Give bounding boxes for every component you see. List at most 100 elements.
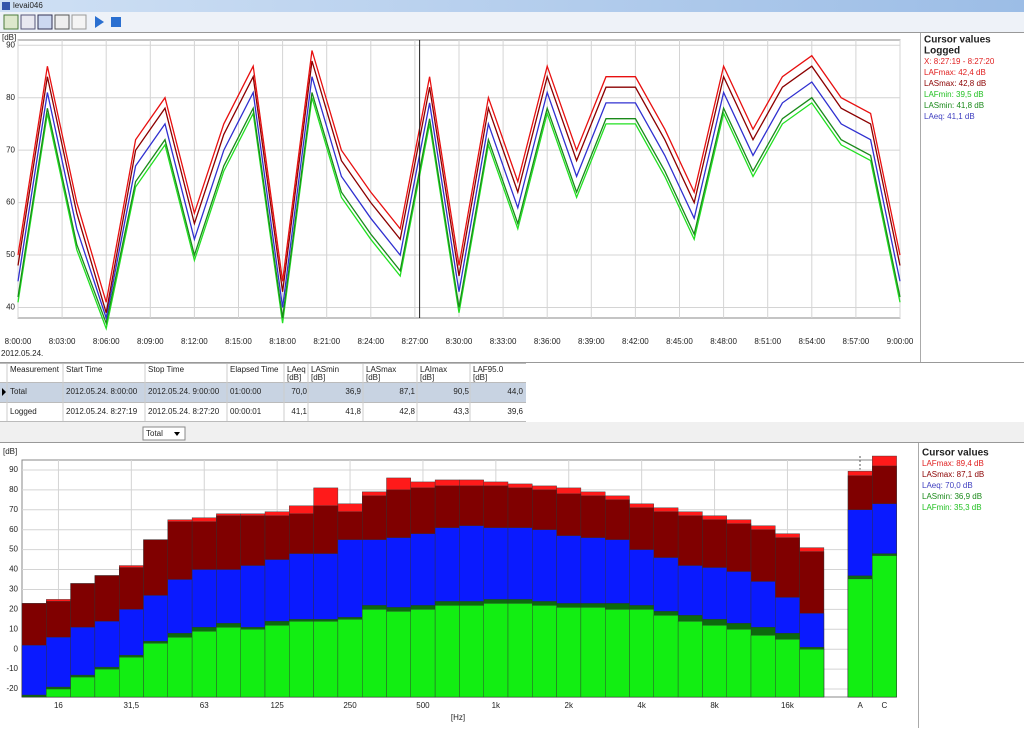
bar bbox=[240, 629, 266, 698]
bar bbox=[143, 643, 168, 698]
cursor-value: LAFmin: 35,3 dB bbox=[922, 503, 982, 512]
tool-button[interactable] bbox=[20, 14, 36, 30]
tool-button[interactable] bbox=[3, 14, 19, 30]
x-tick-label: 8:15:00 bbox=[225, 337, 252, 346]
y-tick-label: -10 bbox=[6, 664, 18, 673]
table-cell: 42,8 bbox=[399, 407, 415, 416]
x-axis-label: [Hz] bbox=[451, 713, 465, 722]
dropdown-arrow[interactable] bbox=[174, 432, 180, 436]
x-tick-label: 16 bbox=[54, 701, 63, 710]
selector-bar bbox=[0, 422, 1024, 442]
y-axis-label: [dB] bbox=[2, 33, 16, 42]
bar bbox=[362, 609, 387, 698]
toolbar bbox=[0, 12, 1024, 32]
cursor-title: Cursor values bbox=[922, 448, 989, 459]
bar bbox=[459, 605, 484, 698]
series-line bbox=[17, 60, 901, 313]
y-tick-label: 50 bbox=[6, 250, 15, 259]
x-tick-label: 500 bbox=[416, 701, 430, 710]
bar bbox=[702, 625, 727, 698]
bar bbox=[434, 605, 460, 698]
column-header: LASmin bbox=[311, 365, 339, 374]
cursor-value: X: 8:27:19 - 8:27:20 bbox=[924, 57, 995, 66]
bar bbox=[94, 668, 120, 698]
y-tick-label: 90 bbox=[6, 40, 15, 49]
bar bbox=[799, 649, 825, 698]
series-line bbox=[17, 97, 901, 331]
cursor-value: LAeq: 41,1 dB bbox=[924, 112, 975, 121]
bar bbox=[21, 645, 47, 698]
cursor-value: LASmax: 42,8 dB bbox=[924, 79, 986, 88]
bar bbox=[507, 603, 533, 698]
table-cell: 70,0 bbox=[291, 387, 307, 396]
y-tick-label: 60 bbox=[9, 525, 18, 534]
dropdown[interactable] bbox=[142, 426, 186, 441]
table-cell: Logged bbox=[10, 407, 37, 416]
bar bbox=[605, 609, 630, 698]
x-tick-label: 8:09:00 bbox=[137, 337, 164, 346]
x-tick-label: A bbox=[857, 701, 863, 710]
column-header: [dB] bbox=[311, 373, 325, 382]
bar bbox=[264, 625, 290, 698]
bar bbox=[653, 615, 679, 698]
play-button[interactable] bbox=[95, 16, 104, 28]
window-title: levai046 bbox=[13, 1, 43, 10]
date-label: 2012.05.24. bbox=[1, 349, 43, 358]
tool-button[interactable] bbox=[37, 14, 53, 30]
x-tick-label: 8:51:00 bbox=[754, 337, 781, 346]
table-cell: 39,6 bbox=[507, 407, 523, 416]
cursor-subtitle: Logged bbox=[924, 46, 960, 57]
x-tick-label: 250 bbox=[343, 701, 357, 710]
column-header: LAeq bbox=[287, 365, 306, 374]
bar bbox=[750, 635, 776, 698]
cursor-value: LASmax: 87,1 dB bbox=[922, 470, 984, 479]
table-cell: Total bbox=[10, 387, 27, 396]
y-tick-label: 90 bbox=[9, 465, 18, 474]
bar bbox=[580, 607, 606, 698]
bar bbox=[629, 609, 654, 698]
bar bbox=[677, 621, 703, 698]
column-header: Measurement bbox=[10, 365, 60, 374]
y-tick-label: 40 bbox=[9, 565, 18, 574]
x-tick-label: 8:33:00 bbox=[490, 337, 517, 346]
dropdown-value[interactable]: Total bbox=[146, 429, 163, 438]
tool-button[interactable] bbox=[71, 14, 87, 30]
selected-row bbox=[0, 382, 526, 402]
stop-button[interactable] bbox=[111, 17, 121, 27]
x-tick-label: 8:57:00 bbox=[843, 337, 870, 346]
bar bbox=[313, 621, 339, 698]
bar bbox=[46, 688, 71, 698]
tool-button[interactable] bbox=[54, 14, 70, 30]
bar bbox=[337, 619, 363, 698]
bar bbox=[386, 611, 411, 698]
x-tick-label: 4k bbox=[637, 701, 646, 710]
x-tick-label: 1k bbox=[492, 701, 501, 710]
x-tick-label: 8:39:00 bbox=[578, 337, 605, 346]
bar bbox=[167, 637, 193, 698]
bar bbox=[556, 607, 582, 698]
x-tick-label: 2k bbox=[565, 701, 574, 710]
column-header: [dB] bbox=[366, 373, 380, 382]
y-tick-label: 10 bbox=[9, 624, 18, 633]
x-tick-label: 63 bbox=[200, 701, 209, 710]
y-tick-label: 40 bbox=[6, 303, 15, 312]
table-cell: 41,1 bbox=[291, 407, 307, 416]
bar bbox=[775, 639, 800, 698]
x-tick-label: 8:12:00 bbox=[181, 337, 208, 346]
column-header: [dB] bbox=[287, 373, 301, 382]
x-tick-label: 8:48:00 bbox=[710, 337, 737, 346]
x-tick-label: 8:27:00 bbox=[402, 337, 429, 346]
x-tick-label: 8:24:00 bbox=[357, 337, 384, 346]
cursor-value: LAeq: 70,0 dB bbox=[922, 481, 973, 490]
column-header: LAF95.0 bbox=[473, 365, 504, 374]
column-header: [dB] bbox=[420, 373, 434, 382]
column-header: [dB] bbox=[473, 373, 487, 382]
x-tick-label: 8:54:00 bbox=[798, 337, 825, 346]
y-tick-label: 50 bbox=[9, 545, 18, 554]
table-cell: 41,8 bbox=[345, 407, 361, 416]
y-tick-label: 80 bbox=[9, 485, 18, 494]
x-tick-label: 9:00:00 bbox=[887, 337, 914, 346]
x-tick-label: 8:06:00 bbox=[93, 337, 120, 346]
cursor-value: LAFmax: 89,4 dB bbox=[922, 459, 984, 468]
